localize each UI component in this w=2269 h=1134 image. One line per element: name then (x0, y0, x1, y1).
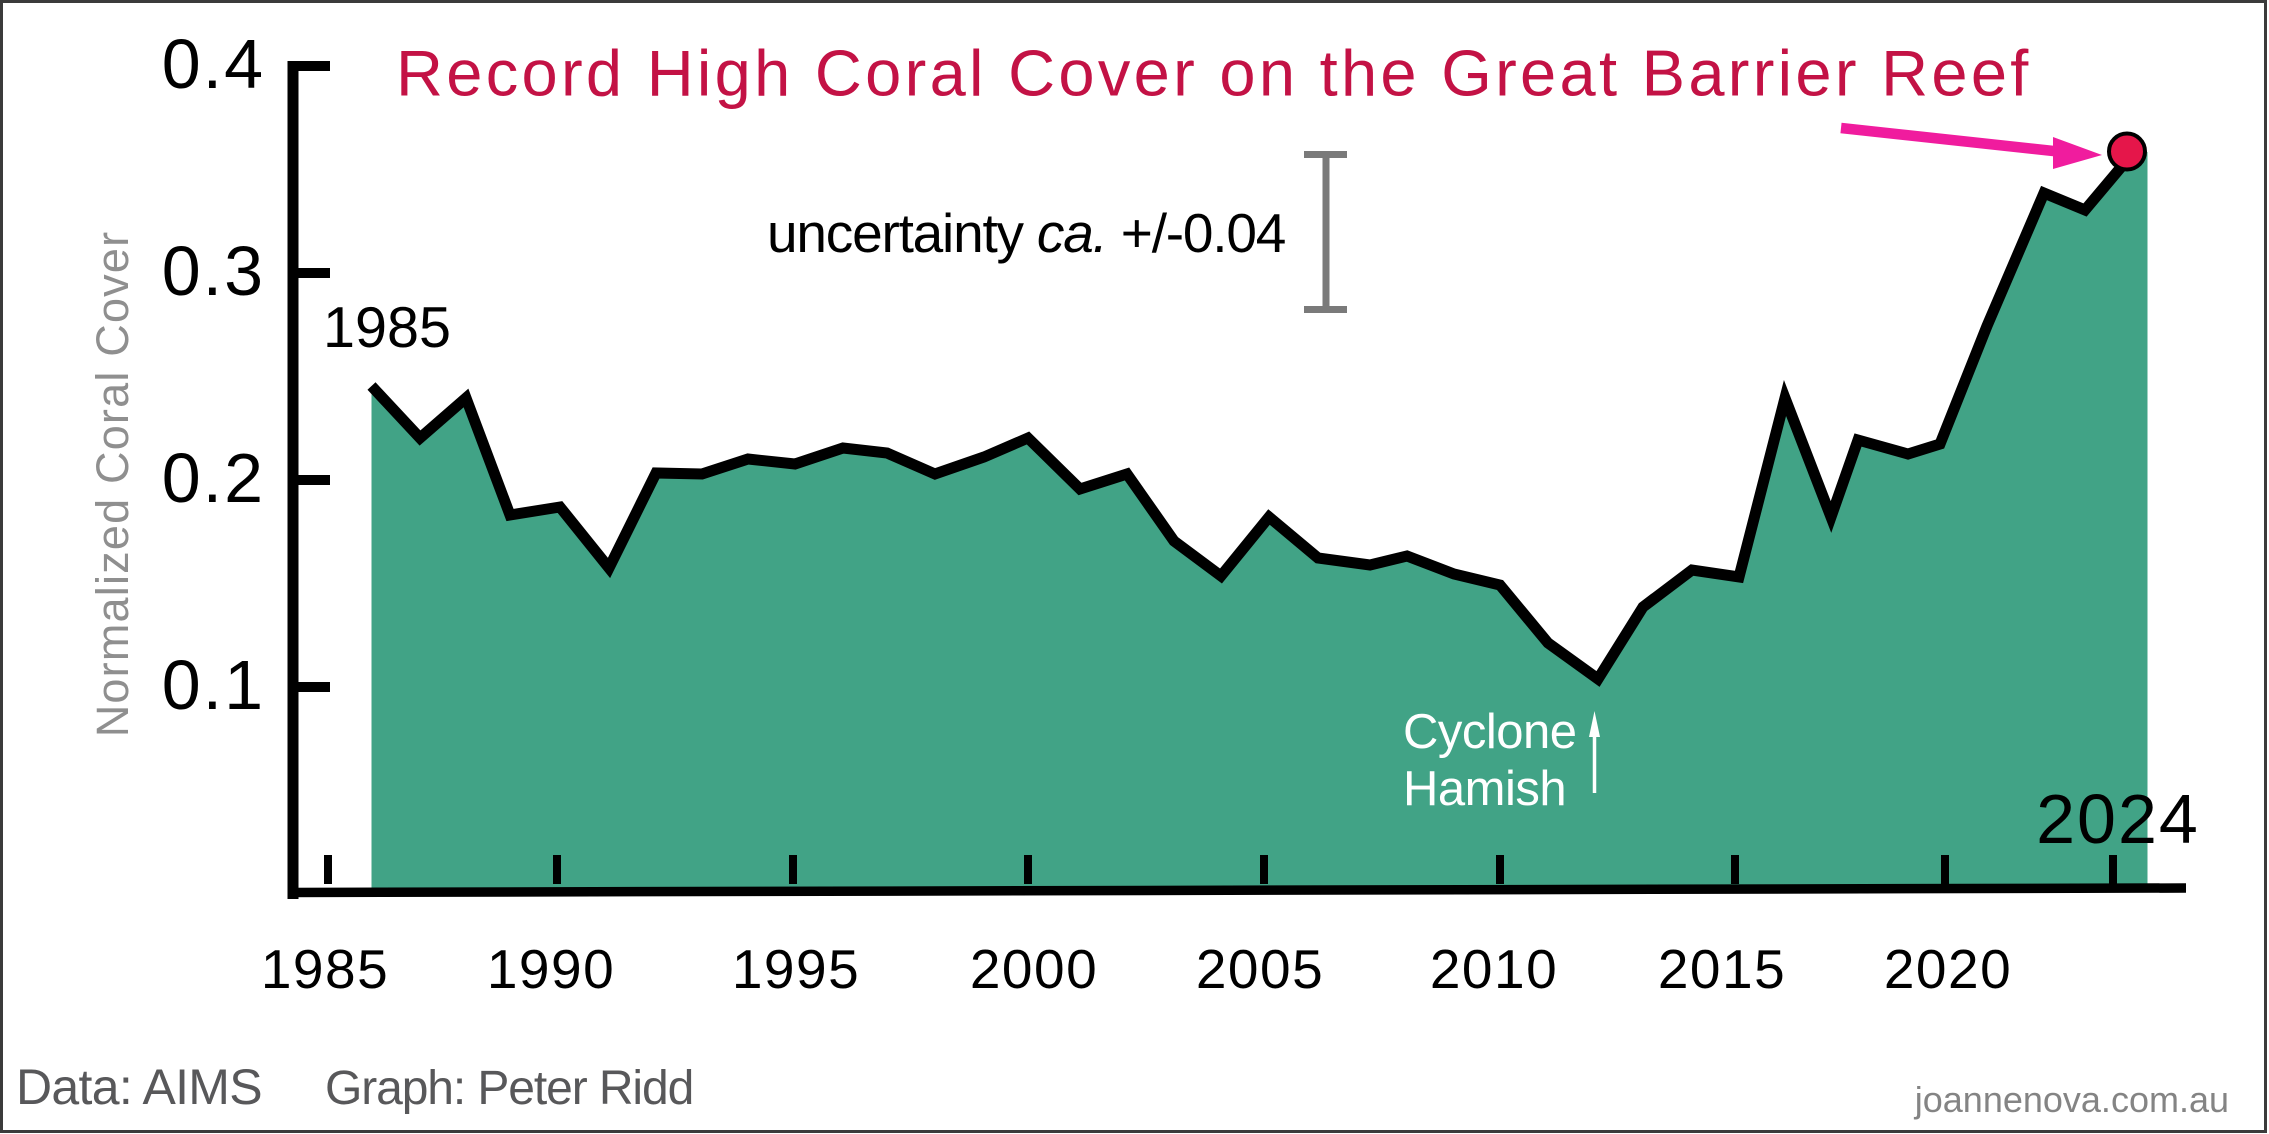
svg-text:1985: 1985 (261, 938, 389, 1000)
svg-text:Cyclone: Cyclone (1403, 705, 1577, 759)
svg-text:0.1: 0.1 (162, 646, 265, 724)
svg-text:joannenova.com.au: joannenova.com.au (1914, 1079, 2229, 1120)
svg-text:Normalized Coral Cover: Normalized Coral Cover (87, 231, 138, 738)
svg-text:Record High Coral Cover on the: Record High Coral Cover on the Great Bar… (396, 37, 2032, 110)
svg-text:0.2: 0.2 (162, 439, 265, 517)
svg-text:2024: 2024 (2036, 780, 2200, 858)
svg-text:0.3: 0.3 (162, 232, 265, 310)
svg-text:0.4: 0.4 (162, 25, 265, 103)
svg-text:uncertainty ca. +/-0.04: uncertainty ca. +/-0.04 (767, 202, 1285, 264)
svg-text:2000: 2000 (970, 938, 1098, 1000)
svg-text:Hamish: Hamish (1403, 762, 1566, 816)
svg-text:1990: 1990 (487, 938, 615, 1000)
svg-text:1995: 1995 (732, 938, 860, 1000)
svg-text:2020: 2020 (1884, 938, 2012, 1000)
svg-text:2005: 2005 (1196, 938, 1324, 1000)
svg-text:2015: 2015 (1658, 938, 1786, 1000)
svg-text:Graph: Peter Ridd: Graph: Peter Ridd (325, 1062, 693, 1115)
svg-text:2010: 2010 (1430, 938, 1558, 1000)
svg-text:Data: AIMS: Data: AIMS (16, 1059, 262, 1115)
svg-text:1985: 1985 (323, 296, 451, 360)
